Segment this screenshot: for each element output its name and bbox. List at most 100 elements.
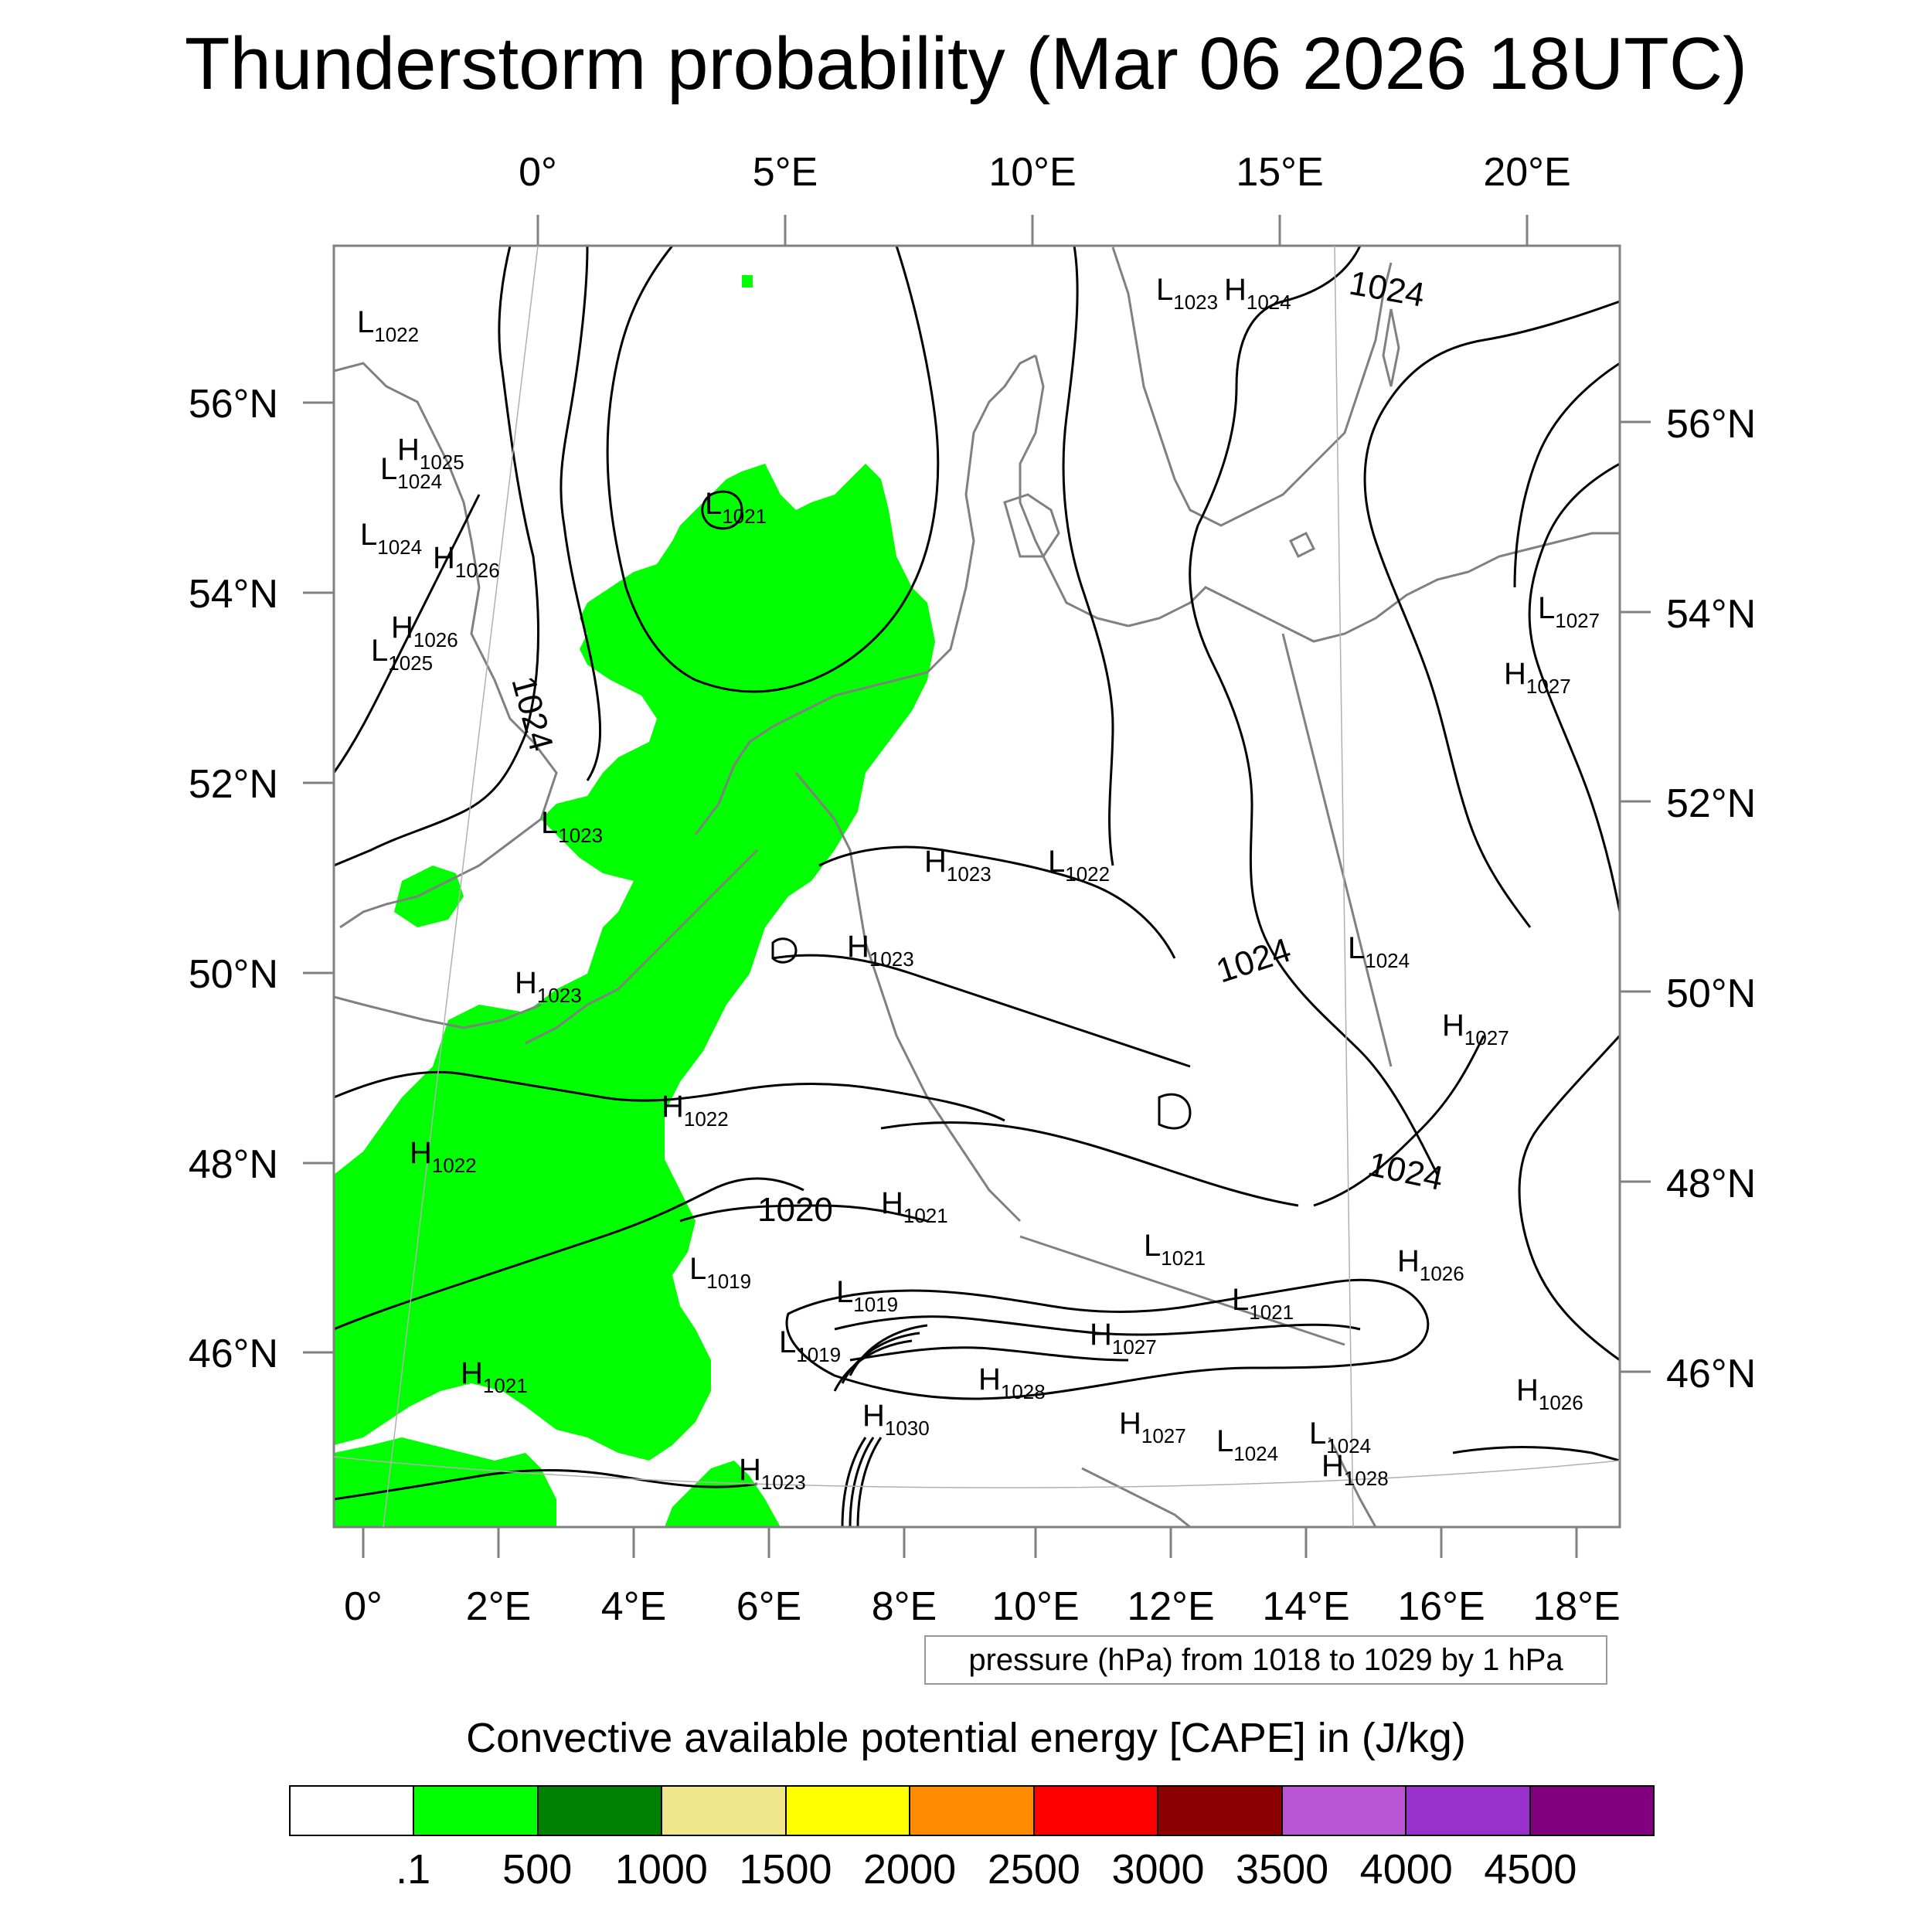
pressure-center-label: H1021: [461, 1356, 528, 1397]
coast-italy-west: [1081, 1467, 1191, 1527]
pressure-center-label: L1027: [1538, 591, 1600, 632]
isobar-label: 1020: [757, 1191, 833, 1229]
cape-region-belgium: [394, 866, 464, 927]
pressure-center-label: H1023: [739, 1453, 806, 1494]
pressure-center-label: L1021: [1232, 1283, 1294, 1324]
pressure-center-label: L1024: [1309, 1417, 1371, 1458]
isobar-alps-ring-3: [849, 1346, 1129, 1362]
pressure-center-label: H1027: [1119, 1406, 1186, 1447]
bottom-tick-label: 10°E: [992, 1584, 1079, 1629]
isobar-alps-tight-3: [833, 1339, 913, 1392]
colorbar-label: 2500: [987, 1846, 1080, 1893]
cape-region-south: [665, 1461, 781, 1527]
right-tick-label: 54°N: [1666, 592, 1756, 637]
pressure-center-label: L1022: [357, 305, 419, 346]
pressure-center-label: L1023: [541, 806, 603, 847]
top-tick-label: 5°E: [753, 150, 818, 195]
pressure-center-label: L1021: [705, 487, 767, 528]
left-axis-labels: 56°N 54°N 52°N 50°N 48°N 46°N: [189, 382, 278, 1376]
isobar-central-1: [818, 845, 1176, 959]
bottom-axis-labels: 0° 2°E 4°E 6°E 8°E 10°E 12°E 14°E 16°E 1…: [344, 1584, 1621, 1629]
pressure-center-label: H1026: [433, 541, 500, 582]
pressure-center-label: H1023: [515, 966, 582, 1007]
pressure-center-label: L1021: [1144, 1229, 1206, 1270]
coast-denmark-east: [1019, 355, 1129, 628]
isobar-alps-tight-2: [841, 1332, 920, 1384]
colorbar-label: 2000: [863, 1846, 957, 1893]
isobar-label: 1024: [1212, 931, 1295, 991]
isobar-france-1022: [334, 1070, 1005, 1122]
colorbar-label: 1000: [614, 1846, 708, 1893]
isobar-label: 1024: [1346, 264, 1427, 315]
isobar-baltic-1024: [1189, 246, 1439, 1175]
pressure-center-label: H1024: [1224, 273, 1291, 314]
isobar-alps-tight-4: [856, 1437, 883, 1527]
isobar-east-5: [1518, 1034, 1620, 1362]
pressure-center-label: H1021: [881, 1186, 948, 1227]
left-tick-label: 48°N: [189, 1142, 278, 1187]
pressure-center-label: L1019: [689, 1252, 751, 1293]
chart-title: Thunderstorm probability (Mar 06 2026 18…: [184, 22, 1748, 105]
top-tick-label: 0°: [519, 150, 557, 195]
coast-baltic-south: [1128, 532, 1620, 643]
pressure-center-label: L1023: [1156, 273, 1218, 314]
left-tick-label: 46°N: [189, 1332, 278, 1376]
isobar-east-1: [1363, 300, 1620, 928]
isobar-alps-ring-2: [834, 1315, 1361, 1336]
pressure-center-label: H1023: [847, 930, 914, 971]
colorbar-label: 500: [502, 1846, 573, 1893]
isobar-mini-loop-1: [701, 490, 743, 530]
colorbar-cell: [538, 1787, 663, 1835]
right-tick-label: 48°N: [1666, 1162, 1756, 1206]
border-poland: [1281, 633, 1393, 1067]
colorbar-label: 1500: [739, 1846, 832, 1893]
left-tick-label: 54°N: [189, 572, 278, 617]
pressure-center-label: L1024: [380, 452, 442, 493]
bottom-tick-label: 12°E: [1127, 1584, 1214, 1629]
isobar-central-3: [880, 1121, 1299, 1207]
pressure-center-label: H1026: [391, 611, 458, 651]
bottom-tick-label: 16°E: [1397, 1584, 1485, 1629]
isobar-germany-1: [1062, 246, 1114, 866]
coast-sweden: [1111, 247, 1393, 527]
pressure-center-label: H1022: [410, 1136, 477, 1177]
isobar-mini-loop-2: [771, 937, 798, 964]
coast-uk-east: [334, 362, 558, 929]
cape-region-france: [334, 464, 935, 1461]
colorbar-cell: [910, 1787, 1035, 1835]
pressure-center-label: H1026: [1516, 1373, 1583, 1414]
isobar-east-4: [1313, 1035, 1485, 1207]
isobar-france-1021: [334, 1177, 804, 1331]
bottom-tick-label: 4°E: [601, 1584, 666, 1629]
colorbar-label: 4000: [1359, 1846, 1453, 1893]
border-alps: [1019, 1235, 1345, 1346]
pressure-contour-note: pressure (hPa) from 1018 to 1029 by 1 hP…: [924, 1635, 1607, 1685]
isobar-alps-tight-6: [841, 1437, 867, 1527]
isobar-label: 1024: [1365, 1145, 1447, 1198]
right-tick-label: 52°N: [1666, 781, 1756, 826]
top-tick-label: 10°E: [988, 150, 1076, 195]
colorbar-cell: [1406, 1787, 1531, 1835]
isobar-west-edge: [334, 494, 481, 774]
isobar-alps-tight-1: [849, 1324, 928, 1376]
pressure-center-label: L1024: [1216, 1424, 1278, 1465]
pressure-center-label: L1024: [360, 518, 422, 559]
isobar-alps-tight-5: [849, 1437, 875, 1527]
isobar-east-3: [1528, 462, 1620, 913]
pressure-center-label: L1025: [371, 634, 433, 675]
top-tick-label: 20°E: [1483, 150, 1570, 195]
coast-france-north: [525, 849, 759, 1045]
cape-colorbar: [289, 1785, 1655, 1836]
isobars: [334, 246, 1620, 1527]
pressure-center-label: H1028: [1321, 1449, 1389, 1490]
graticule: [333, 245, 1621, 1528]
right-tick-label: 50°N: [1666, 971, 1756, 1016]
isobar-west-1024: [334, 246, 540, 867]
bottom-tick-label: 14°E: [1262, 1584, 1349, 1629]
colorbar-cell: [1282, 1787, 1407, 1835]
isobar-uk-1023: [560, 246, 602, 781]
left-tick-label: 50°N: [189, 952, 278, 997]
border-france-germany: [794, 772, 1022, 1223]
